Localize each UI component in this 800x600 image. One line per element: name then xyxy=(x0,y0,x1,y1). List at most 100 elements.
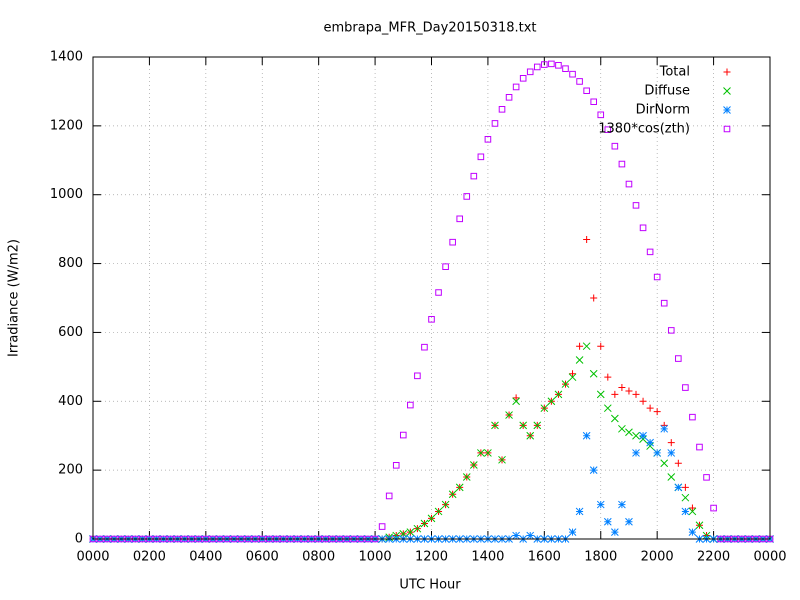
point xyxy=(364,535,372,543)
point xyxy=(738,535,746,543)
point xyxy=(491,120,499,127)
point xyxy=(589,369,598,378)
y-tick-label: 1000 xyxy=(50,187,83,202)
point xyxy=(597,111,605,119)
point xyxy=(582,342,591,351)
point xyxy=(407,401,414,409)
point xyxy=(583,235,591,243)
point xyxy=(603,404,612,413)
point xyxy=(463,193,471,200)
point xyxy=(731,535,739,543)
point xyxy=(653,408,661,416)
legend-label: 1380*cos(zth) xyxy=(598,122,690,137)
point xyxy=(110,535,118,543)
point xyxy=(209,535,217,543)
point xyxy=(336,535,344,543)
point xyxy=(596,500,605,509)
point xyxy=(611,142,619,150)
point xyxy=(583,87,590,95)
point xyxy=(646,404,654,412)
point xyxy=(674,459,682,467)
point xyxy=(724,535,731,543)
point xyxy=(745,535,753,543)
point xyxy=(315,535,322,543)
point xyxy=(519,75,527,82)
point xyxy=(625,387,633,395)
point xyxy=(237,535,245,543)
y-tick-label: 0 xyxy=(75,532,83,547)
point xyxy=(604,373,612,381)
point xyxy=(667,449,676,457)
point xyxy=(223,535,231,543)
point xyxy=(153,535,160,543)
point xyxy=(455,483,464,492)
point xyxy=(294,535,301,543)
point xyxy=(435,289,442,296)
point xyxy=(632,449,640,457)
point xyxy=(428,316,435,323)
point xyxy=(575,356,584,364)
point xyxy=(681,507,690,516)
x-axis-label: UTC Hour xyxy=(399,578,461,593)
point xyxy=(667,473,676,481)
point xyxy=(512,397,520,406)
point xyxy=(597,342,605,350)
point xyxy=(710,504,717,512)
point xyxy=(618,160,626,168)
point xyxy=(660,459,669,468)
point xyxy=(491,421,499,430)
x-tick-label: 0200 xyxy=(133,550,166,565)
point xyxy=(632,202,640,209)
point xyxy=(441,500,450,509)
point xyxy=(448,490,457,499)
point xyxy=(639,431,647,440)
point xyxy=(561,380,570,388)
point xyxy=(554,390,563,399)
point xyxy=(674,483,683,492)
point xyxy=(421,343,428,351)
point xyxy=(385,492,393,500)
point xyxy=(280,535,287,543)
point xyxy=(469,461,478,469)
point xyxy=(590,98,597,106)
point xyxy=(533,63,541,71)
x-tick-label: 1400 xyxy=(471,550,504,565)
x-tick-label: 1000 xyxy=(359,550,392,565)
point xyxy=(695,521,704,530)
point xyxy=(526,531,535,540)
point xyxy=(688,528,697,536)
point xyxy=(646,248,654,256)
point xyxy=(618,424,626,433)
y-tick-label: 400 xyxy=(58,394,83,409)
point xyxy=(343,535,351,543)
legend-label: Diffuse xyxy=(644,84,690,99)
point xyxy=(618,500,626,509)
point xyxy=(752,535,760,543)
x-tick-label: 1600 xyxy=(528,550,561,565)
point xyxy=(512,531,520,540)
point xyxy=(675,355,682,362)
point xyxy=(576,78,583,85)
point xyxy=(181,535,188,543)
point xyxy=(301,535,308,543)
point xyxy=(589,466,598,474)
point xyxy=(413,524,422,533)
point xyxy=(519,421,528,430)
point xyxy=(667,439,675,447)
point xyxy=(89,535,97,543)
point xyxy=(639,224,647,232)
point xyxy=(703,474,710,481)
point xyxy=(103,535,111,543)
point xyxy=(124,535,132,543)
point xyxy=(117,535,125,543)
point xyxy=(660,299,668,307)
point xyxy=(230,535,238,543)
point xyxy=(505,411,513,419)
point xyxy=(160,535,167,543)
legend-marker xyxy=(723,68,731,76)
point xyxy=(611,414,619,423)
point xyxy=(167,535,174,543)
point xyxy=(759,535,767,543)
point xyxy=(371,535,379,543)
